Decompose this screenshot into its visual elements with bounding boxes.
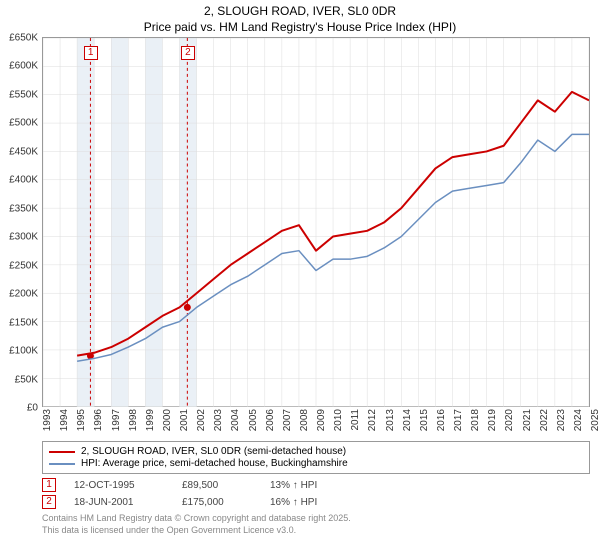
x-tick-label: 2020: [504, 409, 515, 431]
y-tick-label: £500K: [9, 118, 38, 129]
y-tick-label: £100K: [9, 346, 38, 357]
legend-swatch: [49, 451, 75, 453]
x-tick-label: 2017: [453, 409, 464, 431]
x-axis: 1993 1994 1995 1996 1997 1998 1999 2000 2001 2002…: [42, 407, 590, 437]
chart-svg: [43, 38, 589, 407]
legend: 2, SLOUGH ROAD, IVER, SL0 0DR (semi-deta…: [42, 441, 590, 474]
y-tick-label: £250K: [9, 260, 38, 271]
y-tick-label: £350K: [9, 203, 38, 214]
sale-date: 18-JUN-2001: [74, 497, 164, 508]
y-tick-label: £400K: [9, 175, 38, 186]
x-tick-label: 2000: [162, 409, 173, 431]
legend-label: HPI: Average price, semi-detached house,…: [81, 458, 348, 469]
sale-price: £89,500: [182, 480, 252, 491]
x-tick-label: 2007: [282, 409, 293, 431]
x-tick-label: 2003: [213, 409, 224, 431]
x-tick-label: 1993: [42, 409, 53, 431]
x-tick-label: 1995: [76, 409, 87, 431]
x-tick-label: 2013: [385, 409, 396, 431]
title-address: 2, SLOUGH ROAD, IVER, SL0 0DR: [0, 4, 600, 20]
legend-swatch: [49, 463, 75, 465]
x-tick-label: 2019: [487, 409, 498, 431]
sale-row-marker: 2: [42, 495, 56, 509]
y-tick-label: £200K: [9, 289, 38, 300]
y-tick-label: £550K: [9, 89, 38, 100]
footer-line1: Contains HM Land Registry data © Crown c…: [42, 513, 590, 525]
x-tick-label: 2001: [179, 409, 190, 431]
x-tick-label: 2009: [316, 409, 327, 431]
y-tick-label: £300K: [9, 232, 38, 243]
sale-date: 12-OCT-1995: [74, 480, 164, 491]
sale-row: 2 18-JUN-2001 £175,000 16% ↑ HPI: [42, 495, 590, 509]
x-tick-label: 2010: [333, 409, 344, 431]
x-tick-label: 1997: [111, 409, 122, 431]
x-tick-label: 2021: [522, 409, 533, 431]
x-tick-label: 2016: [436, 409, 447, 431]
footer: Contains HM Land Registry data © Crown c…: [42, 513, 590, 536]
x-tick-label: 1999: [145, 409, 156, 431]
y-tick-label: £150K: [9, 317, 38, 328]
y-tick-label: £50K: [15, 374, 38, 385]
x-tick-label: 2005: [248, 409, 259, 431]
x-tick-label: 1996: [93, 409, 104, 431]
y-tick-label: £600K: [9, 61, 38, 72]
sale-price: £175,000: [182, 497, 252, 508]
legend-label: 2, SLOUGH ROAD, IVER, SL0 0DR (semi-deta…: [81, 446, 346, 457]
legend-item: 2, SLOUGH ROAD, IVER, SL0 0DR (semi-deta…: [49, 446, 583, 457]
sale-marker-1: 1: [84, 46, 98, 60]
sale-delta: 16% ↑ HPI: [270, 497, 360, 508]
x-tick-label: 2015: [419, 409, 430, 431]
x-tick-label: 1998: [128, 409, 139, 431]
x-tick-label: 2024: [573, 409, 584, 431]
x-tick-label: 2008: [299, 409, 310, 431]
x-tick-label: 2014: [402, 409, 413, 431]
sale-delta: 13% ↑ HPI: [270, 480, 360, 491]
x-tick-label: 2023: [556, 409, 567, 431]
x-tick-label: 2012: [367, 409, 378, 431]
x-tick-label: 1994: [59, 409, 70, 431]
y-tick-label: £650K: [9, 33, 38, 44]
x-tick-label: 2018: [470, 409, 481, 431]
x-tick-label: 2004: [230, 409, 241, 431]
x-tick-label: 2006: [265, 409, 276, 431]
sales-table: 1 12-OCT-1995 £89,500 13% ↑ HPI 2 18-JUN-2001…: [42, 478, 590, 509]
x-tick-label: 2011: [350, 409, 361, 431]
chart-container: 2, SLOUGH ROAD, IVER, SL0 0DR Price paid…: [0, 0, 600, 560]
plot-area: 12: [42, 37, 590, 407]
sale-row: 1 12-OCT-1995 £89,500 13% ↑ HPI: [42, 478, 590, 492]
title-subtitle: Price paid vs. HM Land Registry's House …: [0, 20, 600, 36]
y-axis: £0£50K£100K£150K£200K£250K£300K£350K£400…: [0, 38, 40, 408]
y-tick-label: £450K: [9, 146, 38, 157]
sale-row-marker: 1: [42, 478, 56, 492]
chart-title: 2, SLOUGH ROAD, IVER, SL0 0DR Price paid…: [0, 0, 600, 37]
y-tick-label: £0: [27, 403, 38, 414]
footer-line2: This data is licensed under the Open Gov…: [42, 525, 590, 537]
legend-item: HPI: Average price, semi-detached house,…: [49, 458, 583, 469]
sale-marker-2: 2: [181, 46, 195, 60]
x-tick-label: 2025: [590, 409, 600, 431]
x-tick-label: 2022: [539, 409, 550, 431]
x-tick-label: 2002: [196, 409, 207, 431]
